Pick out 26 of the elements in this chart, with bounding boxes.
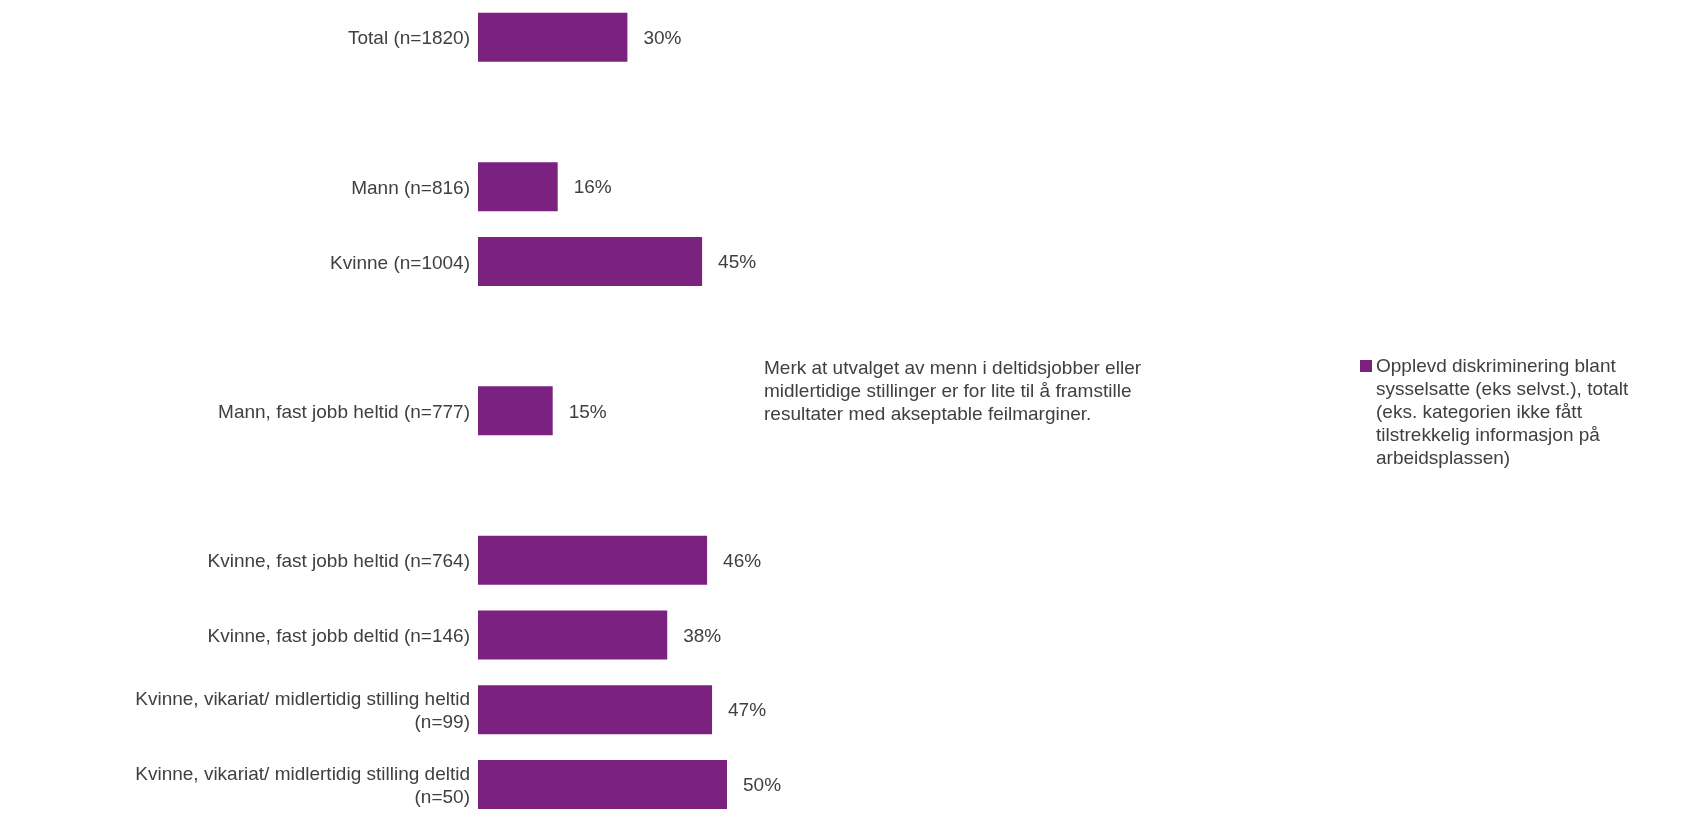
- data-label: 15%: [568, 400, 607, 422]
- bar: [478, 12, 628, 62]
- y-tick-label: Kvinne, fast jobb heltid (n=764): [207, 549, 470, 571]
- y-tick-label: Mann (n=816): [351, 176, 470, 198]
- y-tick-label: Mann, fast jobb heltid (n=777): [218, 400, 470, 422]
- data-label: 45%: [718, 251, 757, 273]
- bar: [478, 685, 713, 735]
- y-tick-label: Kvinne, vikariat/ midlertidig stilling deltid (n=50): [135, 762, 470, 807]
- y-tick-label: Kvinne, fast jobb deltid (n=146): [207, 624, 470, 646]
- bar: [478, 610, 668, 660]
- bar: [478, 386, 553, 436]
- y-tick-label: Kvinne (n=1004): [330, 251, 470, 273]
- bar: [478, 535, 708, 585]
- text: Merk at utvalget av menn i deltidsjobber eller midlertidige stillinger er for lite til å framstille resultater med akseptable feilmarginer.: [764, 356, 1143, 425]
- y-tick-label: Total (n=1820): [348, 26, 470, 48]
- bar: [478, 162, 558, 212]
- bar: [478, 759, 727, 809]
- legend-label: Opplevd diskriminering blant sysselsatte (eks selvst.), totalt (eks. kategorien ikke fått tilstrekkelig informasjon på arbeidsplassen): [1376, 353, 1630, 469]
- data-label: 47%: [728, 699, 767, 721]
- data-label: 50%: [743, 774, 782, 796]
- data-label: 16%: [573, 176, 612, 198]
- data-label: 46%: [723, 550, 762, 572]
- bar: [478, 236, 703, 286]
- data-label: 38%: [683, 624, 722, 646]
- data-label: 30%: [643, 26, 682, 48]
- y-tick-label: Kvinne, vikariat/ midlertidig stilling heltid (n=99): [135, 687, 470, 732]
